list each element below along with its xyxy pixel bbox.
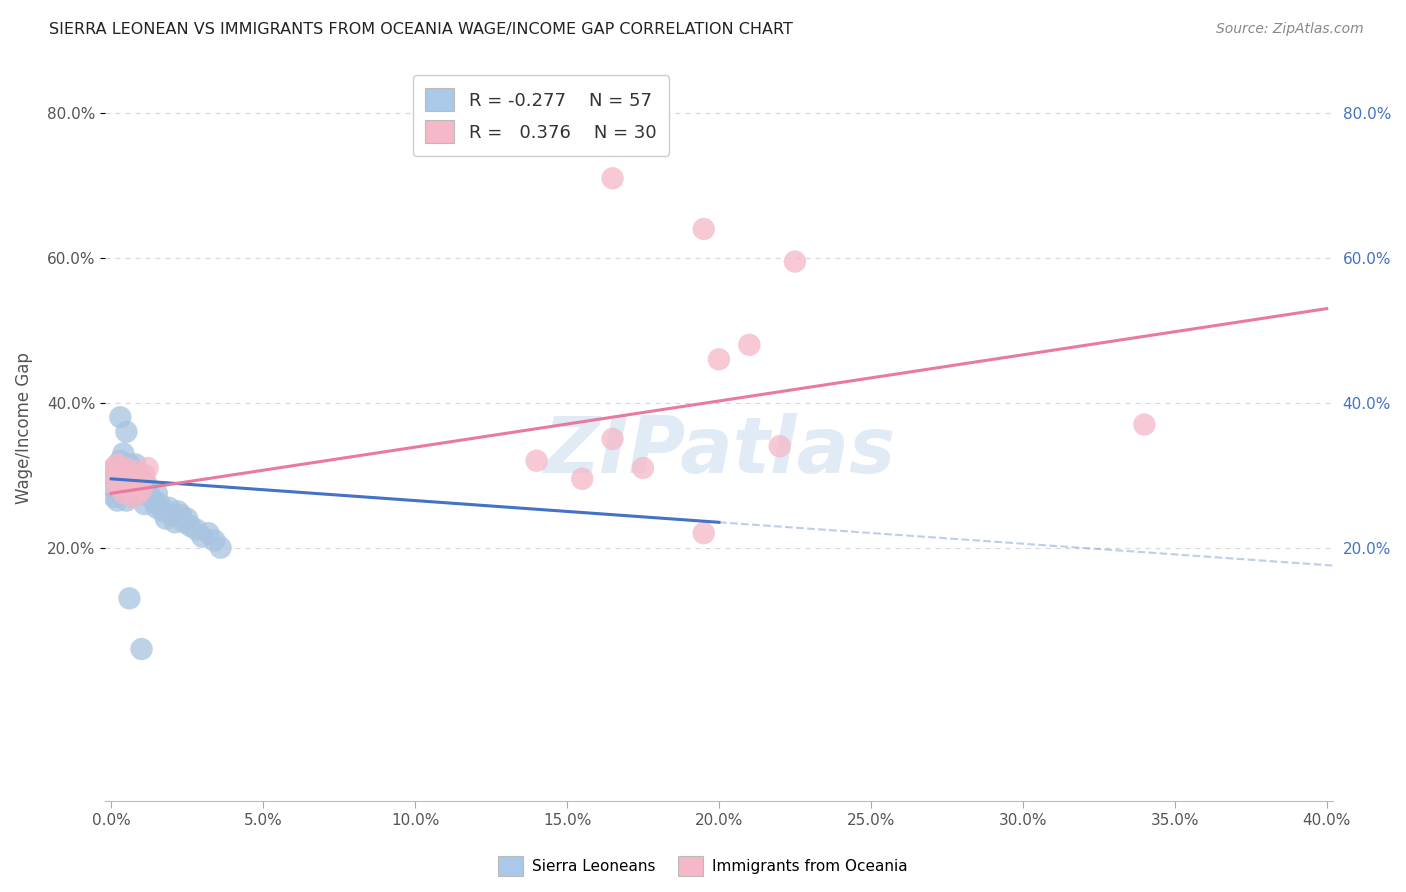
Y-axis label: Wage/Income Gap: Wage/Income Gap <box>15 352 32 504</box>
Point <box>121 465 143 479</box>
Point <box>115 475 138 490</box>
Point <box>191 530 214 544</box>
Point <box>115 468 138 483</box>
Point <box>139 490 162 504</box>
Point <box>100 479 122 493</box>
Point <box>149 497 172 511</box>
Point <box>167 504 190 518</box>
Point <box>103 461 125 475</box>
Legend: R = -0.277    N = 57, R =   0.376    N = 30: R = -0.277 N = 57, R = 0.376 N = 30 <box>413 75 669 156</box>
Point <box>124 458 146 472</box>
Point <box>131 483 153 497</box>
Point <box>128 468 150 483</box>
Point <box>204 533 226 548</box>
Text: ZIPatlas: ZIPatlas <box>543 412 896 489</box>
Point <box>136 461 159 475</box>
Point <box>134 483 156 497</box>
Point <box>121 490 143 504</box>
Point <box>157 500 180 515</box>
Text: Source: ZipAtlas.com: Source: ZipAtlas.com <box>1216 22 1364 37</box>
Point <box>179 519 201 533</box>
Point <box>124 483 146 497</box>
Point <box>118 486 141 500</box>
Point <box>134 468 156 483</box>
Point <box>115 493 138 508</box>
Point <box>526 454 548 468</box>
Point <box>170 508 193 522</box>
Point <box>112 486 135 500</box>
Point <box>769 439 792 453</box>
Point <box>105 458 128 472</box>
Point <box>112 468 135 483</box>
Point <box>571 472 593 486</box>
Point <box>186 523 208 537</box>
Point <box>110 410 132 425</box>
Point <box>115 461 138 475</box>
Point <box>115 461 138 475</box>
Point <box>112 446 135 460</box>
Point <box>110 475 132 490</box>
Point <box>738 338 761 352</box>
Point <box>110 486 132 500</box>
Text: SIERRA LEONEAN VS IMMIGRANTS FROM OCEANIA WAGE/INCOME GAP CORRELATION CHART: SIERRA LEONEAN VS IMMIGRANTS FROM OCEANI… <box>49 22 793 37</box>
Point <box>142 493 165 508</box>
Point <box>131 472 153 486</box>
Point <box>110 468 132 483</box>
Legend: Sierra Leoneans, Immigrants from Oceania: Sierra Leoneans, Immigrants from Oceania <box>492 850 914 881</box>
Point <box>602 171 624 186</box>
Point <box>1133 417 1156 432</box>
Point <box>105 472 128 486</box>
Point <box>128 479 150 493</box>
Point <box>118 472 141 486</box>
Point <box>105 483 128 497</box>
Point <box>105 493 128 508</box>
Point <box>152 504 174 518</box>
Point <box>146 486 169 500</box>
Point <box>136 479 159 493</box>
Point <box>176 511 198 525</box>
Point <box>602 432 624 446</box>
Point <box>118 458 141 472</box>
Point <box>173 516 195 530</box>
Point <box>783 254 806 268</box>
Point <box>115 479 138 493</box>
Point <box>124 465 146 479</box>
Point <box>631 461 654 475</box>
Point <box>103 472 125 486</box>
Point <box>197 526 219 541</box>
Point <box>707 352 730 367</box>
Point <box>115 425 138 439</box>
Point <box>110 465 132 479</box>
Point <box>163 516 186 530</box>
Point <box>110 454 132 468</box>
Point <box>209 541 232 555</box>
Point <box>131 642 153 657</box>
Point <box>693 526 716 541</box>
Point <box>110 479 132 493</box>
Point <box>103 461 125 475</box>
Point <box>693 222 716 236</box>
Point <box>112 461 135 475</box>
Point <box>112 486 135 500</box>
Point <box>134 497 156 511</box>
Point <box>118 591 141 606</box>
Point <box>160 508 183 522</box>
Point <box>155 511 177 525</box>
Point <box>124 475 146 490</box>
Point <box>121 475 143 490</box>
Point <box>103 490 125 504</box>
Point <box>112 472 135 486</box>
Point <box>131 472 153 486</box>
Point <box>128 486 150 500</box>
Point <box>124 472 146 486</box>
Point <box>121 490 143 504</box>
Point <box>105 465 128 479</box>
Point <box>131 486 153 500</box>
Point <box>118 472 141 486</box>
Point <box>100 475 122 490</box>
Point <box>146 500 169 515</box>
Point <box>118 479 141 493</box>
